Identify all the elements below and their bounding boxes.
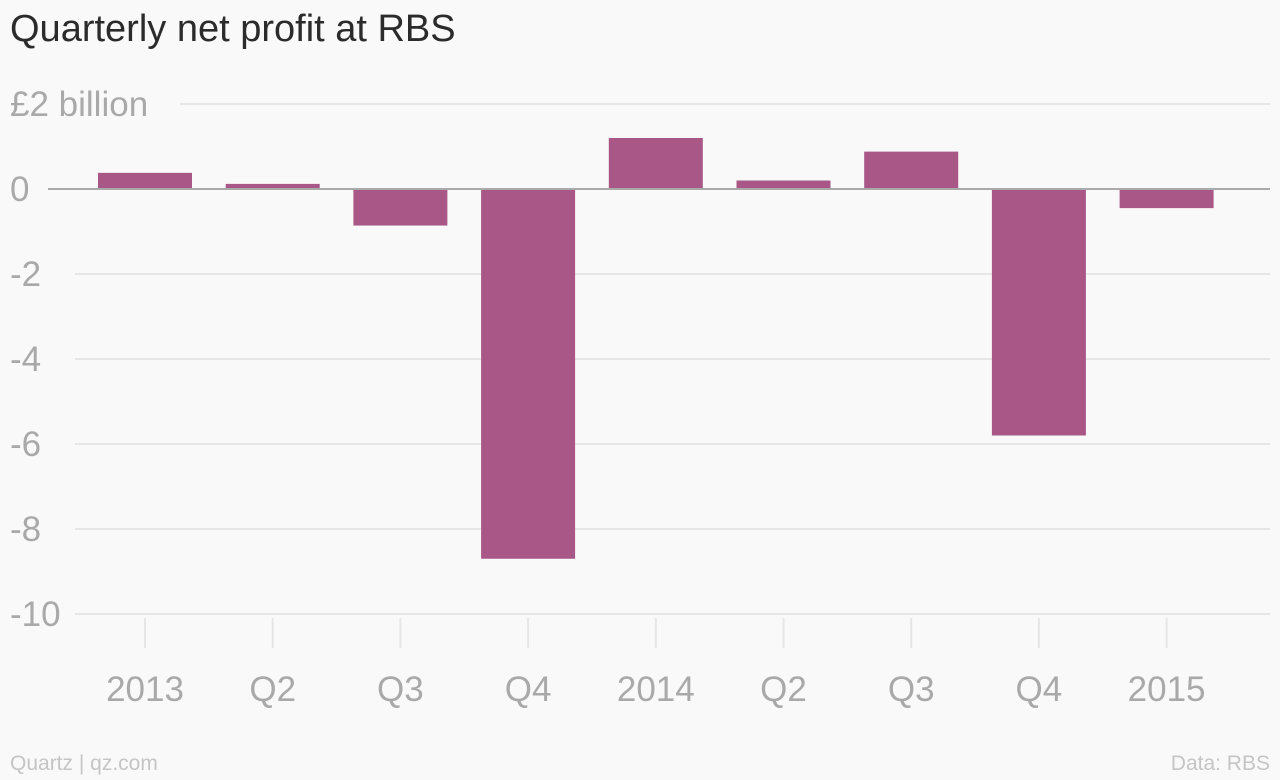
- x-axis-ticks: [144, 618, 1168, 648]
- bar-2013-0: [98, 172, 192, 189]
- x-tick-label: Q2: [760, 670, 807, 709]
- bar-q3-2: [353, 189, 448, 226]
- y-tick-label: -6: [10, 425, 41, 464]
- gridlines: [75, 103, 1270, 615]
- bar-2015-8: [1119, 189, 1214, 209]
- chart-title: Quarterly net profit at RBS: [10, 8, 456, 50]
- footer-source: Quartz | qz.com: [10, 752, 158, 775]
- x-tick-label: 2014: [617, 670, 695, 709]
- y-tick-label: £2 billion: [10, 85, 148, 124]
- bar-q2-5: [736, 180, 831, 189]
- x-tick-label: Q2: [249, 670, 296, 709]
- x-tick-label: Q3: [377, 670, 424, 709]
- footer-data-credit: Data: RBS: [1170, 752, 1270, 775]
- bar-q4-3: [481, 189, 576, 559]
- y-axis-labels: £2 billion 0 -2 -4 -6 -8 -10: [10, 85, 148, 634]
- y-tick-label: -10: [10, 595, 61, 634]
- y-tick-label: -2: [10, 255, 41, 294]
- x-tick-label: Q4: [505, 670, 552, 709]
- y-tick-label: -4: [10, 340, 41, 379]
- bar-q4-7: [991, 189, 1086, 436]
- y-tick-label: 0: [10, 170, 29, 209]
- bar-2014-4: [608, 138, 703, 189]
- x-tick-label: 2015: [1128, 670, 1206, 709]
- x-axis-labels: 2013 Q2 Q3 Q4 2014 Q2 Q3 Q4 2015: [106, 670, 1205, 709]
- y-tick-label: -8: [10, 510, 41, 549]
- bar-q3-6: [864, 151, 959, 189]
- bar-q2-1: [225, 183, 320, 189]
- x-tick-label: Q3: [888, 670, 935, 709]
- x-tick-label: Q4: [1016, 670, 1063, 709]
- x-tick-label: 2013: [106, 670, 184, 709]
- bars: [98, 138, 1214, 559]
